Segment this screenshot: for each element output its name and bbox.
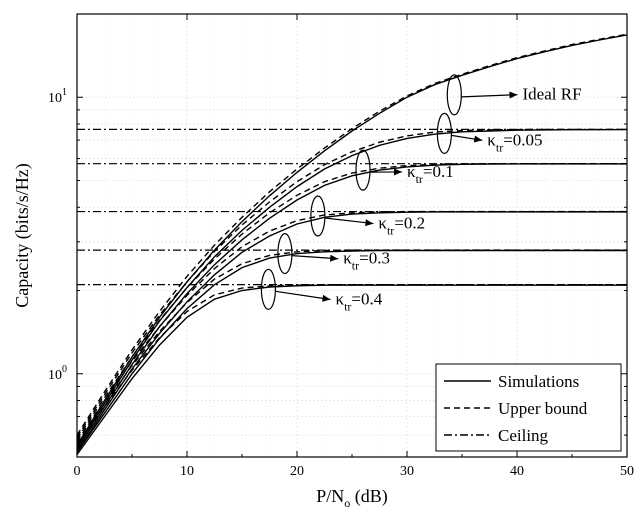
series-line-dashed [76,284,627,447]
annotation-ellipse [355,149,371,191]
x-axis-title: P/No (dB) [316,486,388,510]
x-tick-label: 0 [74,464,81,479]
legend-label: Ceiling [498,426,549,445]
series-line-dashed [76,33,628,436]
annotation-label: κtr=0.4 [336,290,383,314]
legend-label: Simulations [498,372,579,391]
series-lines [76,33,628,456]
annotation-ellipse [446,74,462,116]
annotation-arrowhead [509,91,518,99]
x-tick-label: 50 [620,464,634,479]
series-line-dashed [76,128,627,438]
annotation-ellipse [277,232,293,275]
legend: Simulations Upper bound Ceiling [435,363,622,452]
x-tick-label: 40 [510,464,524,479]
series-line-dashed [76,249,627,444]
x-tick-label: 20 [290,464,304,479]
annotation-arrowhead [330,254,339,262]
x-axis-title-tail: (dB) [350,486,388,507]
annotation-arrow [275,290,331,301]
x-axis-title-sub: o [344,496,350,510]
annotation-label: κtr=0.3 [343,249,390,273]
axis-ticks: 0 10 20 30 40 50 100 101 [48,14,634,479]
x-tick-label: 10 [180,464,194,479]
series-line-dashed [76,210,627,442]
annotation-label: κtr=0.2 [378,214,425,238]
x-axis-title-main: P/N [316,486,344,506]
annotation-ellipse [260,268,276,310]
x-tick-label: 30 [400,464,414,479]
annotation-label: κtr=0.05 [487,130,542,154]
annotation-arrow [324,217,374,225]
annotation-ellipse [436,112,452,155]
series-line-solid [76,34,628,446]
y-tick-label: 100 [48,364,67,383]
annotation-arrowhead [365,219,374,227]
y-tick-label: 101 [48,87,67,106]
annotation-label: Ideal RF [523,85,582,104]
series-line-dashed [76,162,627,440]
legend-label: Upper bound [498,399,588,418]
annotations: Ideal RF κtr=0.05 κtr=0.1 κtr=0.2 κtr=0.3 κtr… [260,74,582,314]
annotation-arrowhead [322,294,331,302]
annotation-arrow [461,94,518,98]
annotation-label: κtr=0.1 [407,162,454,186]
y-axis-title: Capacity (bits/s/Hz) [12,163,33,307]
annotation-ellipse [310,195,326,237]
annotation-arrowhead [473,135,483,143]
annotation-arrowhead [394,168,402,176]
series-line-solid [76,128,628,449]
